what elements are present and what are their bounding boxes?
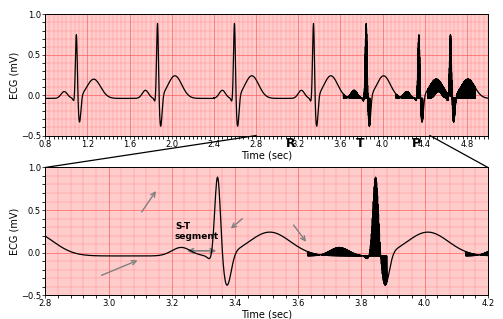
- Text: T: T: [356, 137, 364, 150]
- Y-axis label: ECG (mV): ECG (mV): [10, 51, 20, 99]
- Text: S-T
segment: S-T segment: [175, 222, 219, 241]
- Text: R: R: [286, 137, 296, 150]
- X-axis label: Time (sec): Time (sec): [241, 150, 292, 160]
- Y-axis label: ECG (mV): ECG (mV): [10, 208, 20, 255]
- X-axis label: Time (sec): Time (sec): [241, 310, 292, 319]
- Text: P: P: [411, 137, 421, 150]
